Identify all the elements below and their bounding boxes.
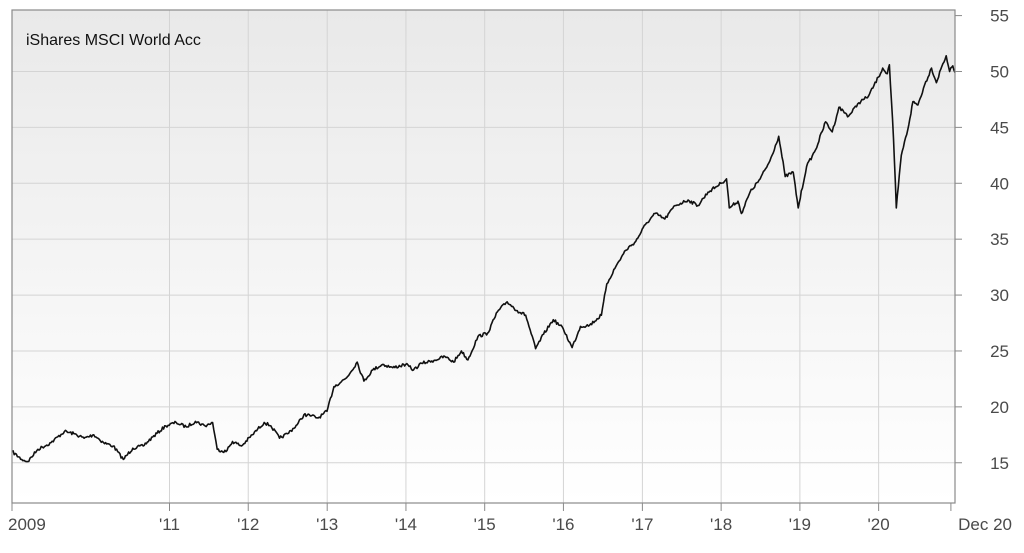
y-axis-ticks: 15 20 25 30 35 40 45 50 55 — [955, 7, 1009, 473]
x-axis-ticks: 2009 '11 '12 '13 '14 '15 '16 '17 '18 '19 '20 Dec 20 — [8, 503, 1012, 534]
y-tick-label: 55 — [990, 7, 1009, 26]
y-tick-label: 30 — [990, 286, 1009, 305]
x-tick-label: '15 — [474, 515, 496, 534]
x-tick-label: 2009 — [8, 515, 46, 534]
y-tick-label: 45 — [990, 118, 1009, 137]
gridlines — [12, 10, 955, 503]
plot-frame — [11, 9, 956, 504]
x-tick-label: '18 — [710, 515, 732, 534]
x-tick-label: '19 — [789, 515, 811, 534]
y-tick-label: 15 — [990, 454, 1009, 473]
x-tick-label: '16 — [552, 515, 574, 534]
y-tick-label: 25 — [990, 342, 1009, 361]
x-tick-label: '11 — [159, 515, 180, 534]
x-tick-label: '20 — [868, 515, 890, 534]
price-line — [11, 55, 956, 463]
x-tick-label: Dec 20 — [958, 515, 1012, 534]
x-tick-label: '13 — [316, 515, 338, 534]
chart-title: iShares MSCI World Acc — [26, 32, 201, 49]
y-tick-label: 40 — [990, 174, 1009, 193]
y-tick-label: 35 — [990, 230, 1009, 249]
y-tick-label: 20 — [990, 398, 1009, 417]
y-tick-label: 50 — [990, 62, 1009, 81]
x-tick-label: '14 — [395, 515, 417, 534]
x-tick-label: '17 — [631, 515, 653, 534]
x-tick-label: '12 — [237, 515, 259, 534]
plot-background — [12, 10, 955, 503]
